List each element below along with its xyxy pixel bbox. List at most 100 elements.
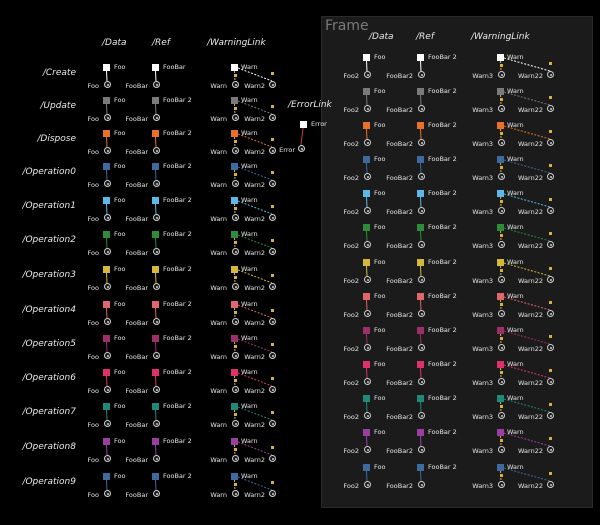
left-row-12-warn-node[interactable] [231, 473, 238, 480]
left-row-5-warn-pin-a[interactable] [232, 248, 239, 255]
error-node[interactable] [300, 121, 307, 128]
right-row-3-warn-handle-b[interactable] [549, 164, 552, 167]
right-row-4-ref-node[interactable] [417, 190, 424, 197]
left-row-4-data-node[interactable] [103, 197, 110, 204]
left-row-3-warn-pin-b[interactable] [269, 180, 276, 187]
right-row-8-data-node[interactable] [363, 327, 370, 334]
right-row-2-ref-node[interactable] [417, 122, 424, 129]
left-row-8-data-pin[interactable] [104, 352, 111, 359]
left-row-2-ref-pin[interactable] [153, 147, 160, 154]
left-row-9-data-node[interactable] [103, 369, 110, 376]
left-row-0-data-node[interactable] [103, 64, 110, 71]
left-row-3-warn-node[interactable] [231, 163, 238, 170]
left-row-11-data-node[interactable] [103, 438, 110, 445]
right-row-9-data-pin[interactable] [364, 378, 371, 385]
left-row-6-ref-pin[interactable] [153, 283, 160, 290]
left-row-2-warn-handle-a[interactable] [234, 140, 237, 143]
left-row-9-ref-node[interactable] [152, 369, 159, 376]
right-row-8-warn-node[interactable] [497, 327, 504, 334]
left-row-6-warn-handle-a[interactable] [234, 276, 237, 279]
right-row-10-warn-node[interactable] [497, 395, 504, 402]
right-row-12-ref-node[interactable] [417, 464, 424, 471]
right-row-5-warn-pin-b[interactable] [547, 241, 554, 248]
right-row-10-warn-pin-b[interactable] [547, 412, 554, 419]
left-row-10-data-pin[interactable] [104, 420, 111, 427]
left-row-12-ref-pin[interactable] [153, 490, 160, 497]
left-row-6-warn-pin-b[interactable] [269, 283, 276, 290]
left-row-0-data-pin[interactable] [104, 81, 111, 88]
left-row-3-warn-handle-a[interactable] [234, 173, 237, 176]
left-row-9-warn-pin-a[interactable] [232, 386, 239, 393]
left-row-3-ref-node[interactable] [152, 163, 159, 170]
right-row-10-data-pin[interactable] [364, 412, 371, 419]
right-row-0-data-pin[interactable] [364, 71, 371, 78]
right-row-7-data-node[interactable] [363, 293, 370, 300]
right-row-4-warn-handle-a[interactable] [500, 200, 503, 203]
right-row-1-data-node[interactable] [363, 88, 370, 95]
left-row-2-warn-node[interactable] [231, 130, 238, 137]
left-row-7-warn-handle-a[interactable] [234, 311, 237, 314]
right-row-2-warn-pin-a[interactable] [498, 139, 505, 146]
right-row-3-data-pin[interactable] [364, 173, 371, 180]
right-row-0-ref-node[interactable] [417, 54, 424, 61]
left-row-3-data-node[interactable] [103, 163, 110, 170]
right-row-9-warn-node[interactable] [497, 361, 504, 368]
right-row-4-data-node[interactable] [363, 190, 370, 197]
left-row-6-data-pin[interactable] [104, 283, 111, 290]
left-row-3-warn-pin-a[interactable] [232, 180, 239, 187]
right-row-5-data-node[interactable] [363, 224, 370, 231]
left-row-10-warn-handle-a[interactable] [234, 413, 237, 416]
right-row-2-warn-node[interactable] [497, 122, 504, 129]
right-row-3-ref-pin[interactable] [418, 173, 425, 180]
left-row-6-warn-handle-b[interactable] [271, 274, 274, 277]
left-row-4-warn-node[interactable] [231, 197, 238, 204]
right-row-12-warn-handle-a[interactable] [500, 474, 503, 477]
right-row-0-ref-pin[interactable] [418, 71, 425, 78]
left-row-11-warn-pin-a[interactable] [232, 455, 239, 462]
right-row-11-warn-node[interactable] [497, 429, 504, 436]
right-row-7-warn-handle-b[interactable] [549, 301, 552, 304]
right-row-4-warn-pin-b[interactable] [547, 207, 554, 214]
right-row-4-ref-pin[interactable] [418, 207, 425, 214]
right-row-10-warn-pin-a[interactable] [498, 412, 505, 419]
right-row-7-warn-node[interactable] [497, 293, 504, 300]
left-row-8-warn-handle-a[interactable] [234, 345, 237, 348]
right-row-11-warn-handle-b[interactable] [549, 437, 552, 440]
left-row-11-ref-pin[interactable] [153, 455, 160, 462]
left-row-4-ref-pin[interactable] [153, 214, 160, 221]
right-row-6-warn-handle-a[interactable] [500, 269, 503, 272]
left-row-4-warn-handle-a[interactable] [234, 207, 237, 210]
right-row-2-warn-handle-a[interactable] [500, 132, 503, 135]
right-row-5-warn-pin-a[interactable] [498, 241, 505, 248]
left-row-9-warn-handle-b[interactable] [271, 377, 274, 380]
left-row-2-ref-node[interactable] [152, 130, 159, 137]
right-row-1-ref-node[interactable] [417, 88, 424, 95]
left-row-9-ref-pin[interactable] [153, 386, 160, 393]
left-row-0-warn-pin-b[interactable] [269, 81, 276, 88]
right-row-9-ref-node[interactable] [417, 361, 424, 368]
right-row-11-data-pin[interactable] [364, 446, 371, 453]
left-row-12-warn-handle-a[interactable] [234, 483, 237, 486]
right-row-1-warn-node[interactable] [497, 88, 504, 95]
right-row-0-warn-pin-a[interactable] [498, 71, 505, 78]
left-row-4-ref-node[interactable] [152, 197, 159, 204]
right-row-4-warn-pin-a[interactable] [498, 207, 505, 214]
left-row-2-warn-pin-b[interactable] [269, 147, 276, 154]
left-row-5-ref-pin[interactable] [153, 248, 160, 255]
right-row-0-warn-pin-b[interactable] [547, 71, 554, 78]
right-row-2-ref-pin[interactable] [418, 139, 425, 146]
right-row-1-warn-pin-b[interactable] [547, 105, 554, 112]
right-row-9-warn-pin-b[interactable] [547, 378, 554, 385]
left-row-11-warn-handle-a[interactable] [234, 448, 237, 451]
right-row-1-warn-pin-a[interactable] [498, 105, 505, 112]
right-row-7-warn-pin-a[interactable] [498, 310, 505, 317]
left-row-2-warn-pin-a[interactable] [232, 147, 239, 154]
right-row-6-data-pin[interactable] [364, 276, 371, 283]
right-row-5-ref-node[interactable] [417, 224, 424, 231]
left-row-5-ref-node[interactable] [152, 231, 159, 238]
left-row-8-ref-pin[interactable] [153, 352, 160, 359]
right-row-11-warn-pin-a[interactable] [498, 446, 505, 453]
right-row-9-warn-handle-a[interactable] [500, 371, 503, 374]
left-row-1-ref-pin[interactable] [153, 114, 160, 121]
left-row-1-warn-pin-a[interactable] [232, 114, 239, 121]
